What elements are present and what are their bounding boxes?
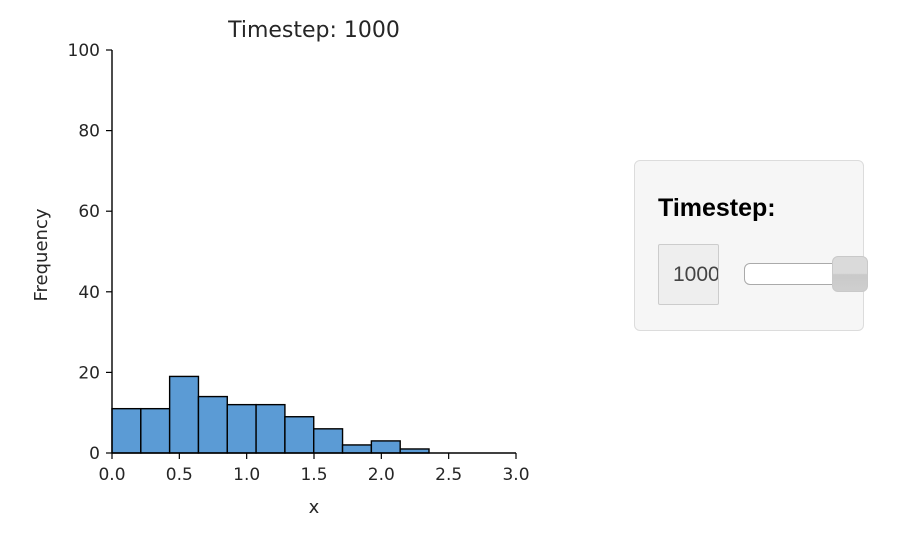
y-tick-label: 40 bbox=[78, 283, 100, 303]
x-axis-ticks: 0.0 0.5 1.0 1.5 2.0 2.5 3.0 bbox=[98, 453, 530, 485]
y-tick-label: 100 bbox=[68, 41, 100, 61]
x-tick-label: 0.5 bbox=[166, 465, 193, 485]
y-tick-label: 60 bbox=[78, 202, 100, 222]
y-tick-label: 80 bbox=[78, 122, 100, 142]
histogram-bar bbox=[313, 428, 344, 454]
histogram-bar bbox=[341, 444, 373, 454]
histogram-bar bbox=[197, 395, 228, 454]
histogram-bar bbox=[255, 403, 286, 454]
timestep-control-panel: Timestep: 1000 bbox=[634, 160, 868, 331]
histogram-chart: 0.0 0.5 1.0 1.5 2.0 2.5 3.0 0 20 40 60 80 100 Times… bbox=[31, 18, 530, 518]
x-tick-label: 1.0 bbox=[233, 465, 260, 485]
x-tick-label: 2.0 bbox=[368, 465, 395, 485]
timestep-slider-track[interactable] bbox=[744, 263, 854, 285]
timestep-slider-handle[interactable] bbox=[832, 256, 868, 292]
x-tick-label: 3.0 bbox=[502, 465, 529, 485]
y-axis-title: Frequency bbox=[31, 208, 52, 301]
histogram-bar bbox=[111, 407, 142, 454]
y-axis-ticks: 0 20 40 60 80 100 bbox=[68, 41, 112, 464]
x-tick-label: 0.0 bbox=[98, 465, 125, 485]
chart-title: Timestep: 1000 bbox=[227, 18, 400, 43]
histogram-bars bbox=[111, 375, 430, 454]
x-axis-title: x bbox=[309, 497, 320, 518]
histogram-bar bbox=[370, 440, 401, 454]
histogram-bar bbox=[284, 416, 315, 454]
x-tick-label: 2.5 bbox=[435, 465, 462, 485]
timestep-value-readout[interactable]: 1000 bbox=[658, 244, 719, 305]
timestep-slider-fill bbox=[746, 265, 852, 283]
timestep-label: Timestep: bbox=[658, 194, 776, 222]
histogram-bar bbox=[140, 407, 171, 454]
x-tick-label: 1.5 bbox=[300, 465, 327, 485]
y-tick-label: 20 bbox=[78, 363, 100, 383]
y-tick-label: 0 bbox=[89, 444, 100, 464]
histogram-bar bbox=[168, 375, 200, 454]
histogram-bar bbox=[226, 403, 257, 454]
